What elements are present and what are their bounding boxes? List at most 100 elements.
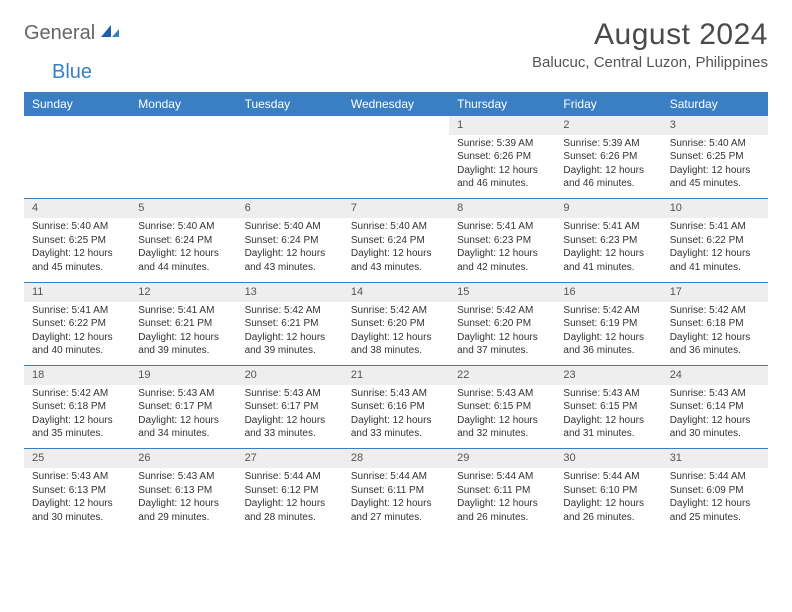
sunrise-line: Sunrise: 5:41 AM bbox=[138, 304, 228, 318]
week-4-content-row: Sunrise: 5:42 AMSunset: 6:18 PMDaylight:… bbox=[24, 385, 768, 449]
week-2-daynum-row: 45678910 bbox=[24, 199, 768, 218]
sunrise-line: Sunrise: 5:42 AM bbox=[32, 387, 122, 401]
sunset-line: Sunset: 6:18 PM bbox=[670, 317, 760, 331]
daylight-line: Daylight: 12 hours and 36 minutes. bbox=[670, 331, 760, 358]
sunrise-line: Sunrise: 5:42 AM bbox=[670, 304, 760, 318]
sunrise-line: Sunrise: 5:44 AM bbox=[670, 470, 760, 484]
daylight-line: Daylight: 12 hours and 46 minutes. bbox=[563, 164, 653, 191]
day-cell-num: 30 bbox=[555, 449, 661, 468]
daylight-line: Daylight: 12 hours and 40 minutes. bbox=[32, 331, 122, 358]
sunrise-line: Sunrise: 5:44 AM bbox=[457, 470, 547, 484]
day-cell-body: Sunrise: 5:40 AMSunset: 6:25 PMDaylight:… bbox=[24, 218, 130, 282]
week-1-daynum-row: 123 bbox=[24, 116, 768, 135]
day-cell-num: 12 bbox=[130, 282, 236, 301]
daylight-line: Daylight: 12 hours and 36 minutes. bbox=[563, 331, 653, 358]
brand-part1: General bbox=[24, 22, 95, 45]
day-cell-body: Sunrise: 5:43 AMSunset: 6:13 PMDaylight:… bbox=[24, 468, 130, 532]
sunrise-line: Sunrise: 5:41 AM bbox=[32, 304, 122, 318]
day-cell-body: Sunrise: 5:42 AMSunset: 6:20 PMDaylight:… bbox=[343, 302, 449, 366]
day-cell-num: 10 bbox=[662, 199, 768, 218]
daylight-line: Daylight: 12 hours and 30 minutes. bbox=[32, 497, 122, 524]
day-cell-body: Sunrise: 5:40 AMSunset: 6:24 PMDaylight:… bbox=[130, 218, 236, 282]
sunrise-line: Sunrise: 5:42 AM bbox=[563, 304, 653, 318]
day-cell-num: 21 bbox=[343, 366, 449, 385]
day-cell-num: 26 bbox=[130, 449, 236, 468]
sunrise-line: Sunrise: 5:40 AM bbox=[670, 137, 760, 151]
day-cell-body: Sunrise: 5:39 AMSunset: 6:26 PMDaylight:… bbox=[449, 135, 555, 199]
day-cell-body: Sunrise: 5:42 AMSunset: 6:21 PMDaylight:… bbox=[237, 302, 343, 366]
daylight-line: Daylight: 12 hours and 26 minutes. bbox=[563, 497, 653, 524]
location-text: Balucuc, Central Luzon, Philippines bbox=[532, 54, 768, 71]
daylight-line: Daylight: 12 hours and 39 minutes. bbox=[138, 331, 228, 358]
sunrise-line: Sunrise: 5:43 AM bbox=[32, 470, 122, 484]
daylight-line: Daylight: 12 hours and 45 minutes. bbox=[670, 164, 760, 191]
sunset-line: Sunset: 6:22 PM bbox=[32, 317, 122, 331]
day-cell-num bbox=[130, 116, 236, 135]
daylight-line: Daylight: 12 hours and 35 minutes. bbox=[32, 414, 122, 441]
sunset-line: Sunset: 6:12 PM bbox=[245, 484, 335, 498]
day-cell-num: 5 bbox=[130, 199, 236, 218]
sunset-line: Sunset: 6:19 PM bbox=[563, 317, 653, 331]
sunset-line: Sunset: 6:11 PM bbox=[351, 484, 441, 498]
day-cell-body: Sunrise: 5:42 AMSunset: 6:19 PMDaylight:… bbox=[555, 302, 661, 366]
day-cell-num: 13 bbox=[237, 282, 343, 301]
daylight-line: Daylight: 12 hours and 39 minutes. bbox=[245, 331, 335, 358]
week-5-daynum-row: 25262728293031 bbox=[24, 449, 768, 468]
daylight-line: Daylight: 12 hours and 42 minutes. bbox=[457, 247, 547, 274]
brand-part2: Blue bbox=[52, 61, 92, 84]
day-cell-num: 8 bbox=[449, 199, 555, 218]
day-cell-body: Sunrise: 5:42 AMSunset: 6:18 PMDaylight:… bbox=[662, 302, 768, 366]
day-cell-num: 27 bbox=[237, 449, 343, 468]
daylight-line: Daylight: 12 hours and 43 minutes. bbox=[245, 247, 335, 274]
sunset-line: Sunset: 6:24 PM bbox=[138, 234, 228, 248]
sunrise-line: Sunrise: 5:43 AM bbox=[351, 387, 441, 401]
sunrise-line: Sunrise: 5:43 AM bbox=[670, 387, 760, 401]
day-cell-body: Sunrise: 5:42 AMSunset: 6:20 PMDaylight:… bbox=[449, 302, 555, 366]
sunrise-line: Sunrise: 5:44 AM bbox=[351, 470, 441, 484]
sunrise-line: Sunrise: 5:40 AM bbox=[138, 220, 228, 234]
sunrise-line: Sunrise: 5:40 AM bbox=[245, 220, 335, 234]
day-cell-body: Sunrise: 5:44 AMSunset: 6:11 PMDaylight:… bbox=[343, 468, 449, 532]
sunrise-line: Sunrise: 5:42 AM bbox=[457, 304, 547, 318]
daylight-line: Daylight: 12 hours and 44 minutes. bbox=[138, 247, 228, 274]
day-cell-body: Sunrise: 5:41 AMSunset: 6:22 PMDaylight:… bbox=[24, 302, 130, 366]
day-cell-num: 19 bbox=[130, 366, 236, 385]
sunset-line: Sunset: 6:16 PM bbox=[351, 400, 441, 414]
day-cell-num: 16 bbox=[555, 282, 661, 301]
day-cell-num bbox=[24, 116, 130, 135]
sunset-line: Sunset: 6:11 PM bbox=[457, 484, 547, 498]
daylight-line: Daylight: 12 hours and 33 minutes. bbox=[245, 414, 335, 441]
day-cell-body: Sunrise: 5:40 AMSunset: 6:24 PMDaylight:… bbox=[237, 218, 343, 282]
sunrise-line: Sunrise: 5:43 AM bbox=[245, 387, 335, 401]
sunset-line: Sunset: 6:10 PM bbox=[563, 484, 653, 498]
day-cell-body: Sunrise: 5:43 AMSunset: 6:17 PMDaylight:… bbox=[130, 385, 236, 449]
sunset-line: Sunset: 6:24 PM bbox=[351, 234, 441, 248]
day-cell-body: Sunrise: 5:43 AMSunset: 6:13 PMDaylight:… bbox=[130, 468, 236, 532]
day-cell-num: 2 bbox=[555, 116, 661, 135]
calendar-page: General August 2024 Balucuc, Central Luz… bbox=[0, 0, 792, 542]
day-cell-num: 14 bbox=[343, 282, 449, 301]
day-cell-num: 23 bbox=[555, 366, 661, 385]
day-cell-num: 6 bbox=[237, 199, 343, 218]
col-sunday: Sunday bbox=[24, 92, 130, 116]
daylight-line: Daylight: 12 hours and 46 minutes. bbox=[457, 164, 547, 191]
sunset-line: Sunset: 6:09 PM bbox=[670, 484, 760, 498]
day-cell-num: 24 bbox=[662, 366, 768, 385]
week-5-content-row: Sunrise: 5:43 AMSunset: 6:13 PMDaylight:… bbox=[24, 468, 768, 532]
sunrise-line: Sunrise: 5:41 AM bbox=[457, 220, 547, 234]
day-cell-body: Sunrise: 5:43 AMSunset: 6:17 PMDaylight:… bbox=[237, 385, 343, 449]
day-cell-body: Sunrise: 5:43 AMSunset: 6:14 PMDaylight:… bbox=[662, 385, 768, 449]
sunrise-line: Sunrise: 5:44 AM bbox=[245, 470, 335, 484]
day-cell-body: Sunrise: 5:44 AMSunset: 6:12 PMDaylight:… bbox=[237, 468, 343, 532]
day-cell-body bbox=[130, 135, 236, 199]
day-cell-body: Sunrise: 5:44 AMSunset: 6:10 PMDaylight:… bbox=[555, 468, 661, 532]
col-saturday: Saturday bbox=[662, 92, 768, 116]
sunset-line: Sunset: 6:21 PM bbox=[138, 317, 228, 331]
day-cell-num bbox=[343, 116, 449, 135]
col-monday: Monday bbox=[130, 92, 236, 116]
sunset-line: Sunset: 6:17 PM bbox=[138, 400, 228, 414]
sunset-line: Sunset: 6:22 PM bbox=[670, 234, 760, 248]
sunrise-line: Sunrise: 5:42 AM bbox=[245, 304, 335, 318]
day-cell-num: 25 bbox=[24, 449, 130, 468]
calendar-body: 123Sunrise: 5:39 AMSunset: 6:26 PMDaylig… bbox=[24, 116, 768, 532]
